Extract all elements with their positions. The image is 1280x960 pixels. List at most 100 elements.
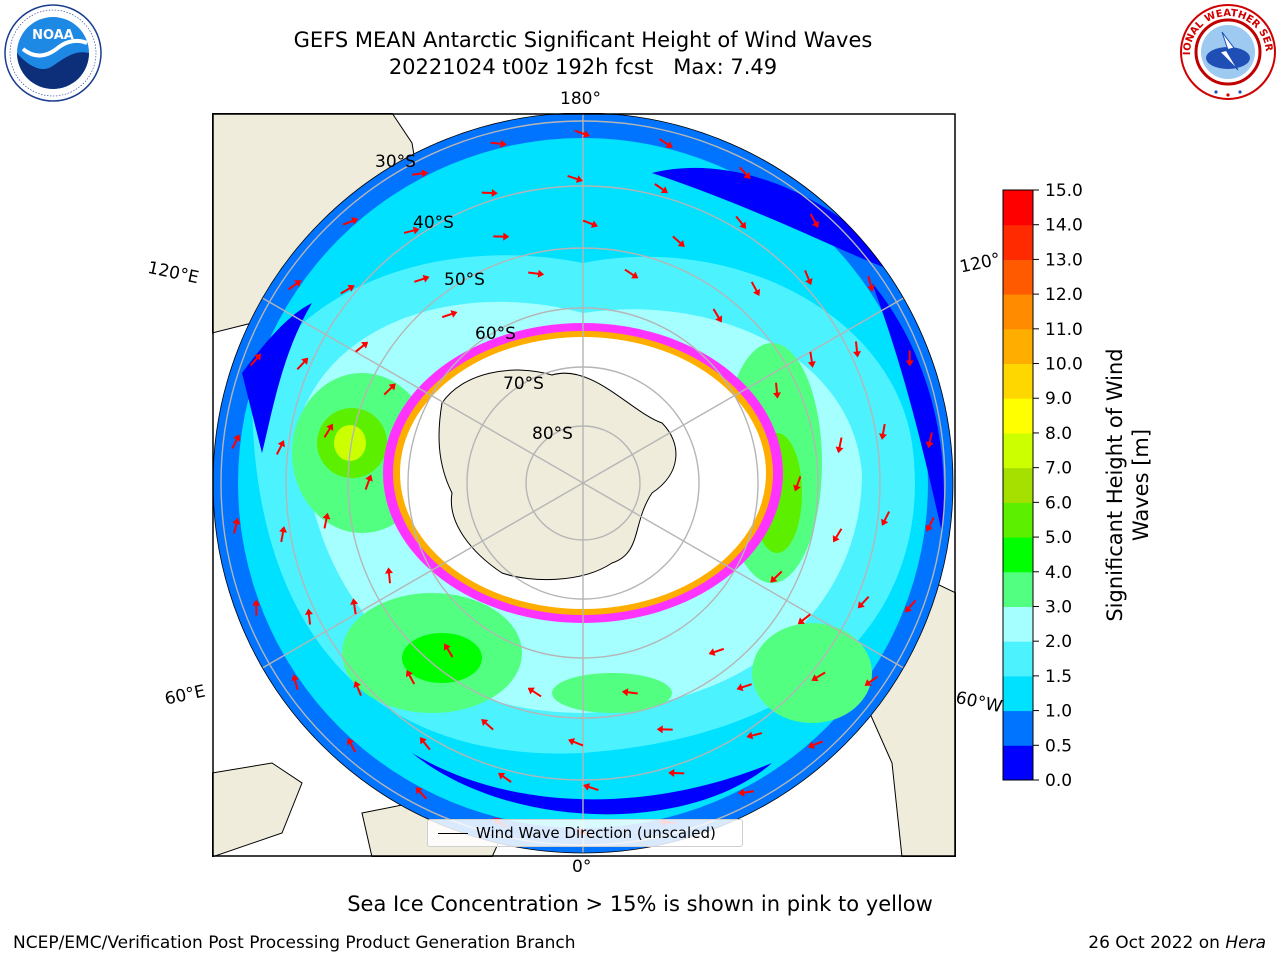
- wave-direction-arrow: [481, 719, 494, 731]
- wave-direction-arrow: [340, 284, 355, 295]
- colorbar-tick-label: 1.5: [1045, 667, 1072, 687]
- wave-direction-arrow: [712, 308, 723, 323]
- colorbar-tick-label: 10.0: [1045, 355, 1083, 375]
- colorbar-segment: [1003, 537, 1033, 573]
- wave-direction-arrow: [736, 683, 752, 692]
- wave-direction-arrow: [252, 599, 261, 616]
- wave-direction-arrow: [347, 737, 357, 753]
- colorbar-tick-label: 11.0: [1045, 320, 1083, 340]
- map-legend: Wind Wave Direction (unscaled): [427, 819, 743, 847]
- wave-direction-arrow: [621, 688, 638, 697]
- wave-direction-arrow: [807, 740, 824, 749]
- wave-direction-arrow: [925, 432, 934, 449]
- colorbar-tick-label: 0.5: [1045, 736, 1072, 756]
- wave-direction-arrow: [490, 139, 507, 148]
- lon-label-120e: 120°E: [145, 258, 201, 289]
- lat-label-40s: 40°S: [413, 213, 454, 233]
- wave-direction-arrow: [793, 476, 802, 492]
- colorbar-tick-label: 15.0: [1045, 181, 1083, 201]
- wave-direction-arrow: [405, 669, 416, 685]
- lat-label-60s: 60°S: [475, 324, 516, 344]
- colorbar-tick-label: 3.0: [1045, 597, 1072, 617]
- wave-direction-arrow: [737, 788, 754, 797]
- wave-direction-arrow: [323, 423, 334, 438]
- colorbar-tick-label: 6.0: [1045, 493, 1072, 513]
- wave-direction-arrow: [583, 783, 599, 792]
- wave-direction-arrow: [864, 675, 879, 686]
- colorbar-segment: [1003, 190, 1033, 226]
- legend-line-sample: [438, 832, 468, 834]
- wave-direction-arrow: [656, 725, 673, 734]
- colorbar-segment: [1003, 606, 1033, 642]
- wave-direction-arrow: [342, 217, 359, 226]
- legend-label: Wind Wave Direction (unscaled): [476, 824, 716, 842]
- colorbar-segment: [1003, 641, 1033, 677]
- colorbar-tick-label: 1.0: [1045, 702, 1072, 722]
- wave-direction-arrow: [443, 643, 454, 658]
- wave-direction-arrow: [750, 281, 761, 297]
- lat-label-30s: 30°S: [375, 152, 416, 172]
- graticule: [213, 113, 953, 853]
- wave-direction-arrow: [624, 268, 639, 279]
- wave-direction-arrow: [568, 738, 584, 747]
- wave-direction-arrow: [322, 512, 331, 529]
- footer-credit: NCEP/EMC/Verification Post Processing Pr…: [13, 933, 576, 953]
- colorbar-segment: [1003, 467, 1033, 503]
- chart-subtitle: 20221024 t00z 192h fcst Max: 7.49: [388, 55, 778, 79]
- colorbar-tick-label: 12.0: [1045, 285, 1083, 305]
- wave-direction-arrow: [773, 382, 781, 399]
- wave-direction-arrow: [879, 423, 887, 440]
- wave-direction-arrow: [364, 474, 373, 490]
- wave-direction-arrow: [925, 516, 935, 532]
- wave-direction-arrow: [419, 737, 431, 751]
- map-frame: [212, 113, 956, 857]
- colorbar-tick-label: 9.0: [1045, 389, 1072, 409]
- colorbar-segment: [1003, 710, 1033, 746]
- nws-logo: NATIONAL WEATHER SERVICE: [1178, 2, 1276, 100]
- wave-direction-arrow: [658, 138, 673, 148]
- wave-direction-arrow: [797, 613, 811, 625]
- lat-label-70s: 70°S: [503, 374, 544, 394]
- chart-title: GEFS MEAN Antarctic Significant Height o…: [293, 28, 873, 52]
- wave-direction-arrow: [567, 174, 583, 183]
- lon-label-0: 0°: [572, 857, 592, 877]
- wave-direction-arrow: [746, 731, 763, 740]
- wave-direction-arrow: [498, 772, 512, 783]
- wave-direction-arrow: [857, 595, 870, 609]
- colorbar-label: Significant Height of Wind Waves [m]: [1103, 348, 1153, 622]
- colorbar-segment: [1003, 259, 1033, 295]
- wave-direction-arrow: [654, 183, 668, 194]
- wave-direction-arrow: [249, 353, 262, 367]
- wave-direction-arrow: [279, 526, 287, 543]
- colorbar-tick-label: 2.0: [1045, 632, 1072, 652]
- wave-direction-arrow: [668, 768, 685, 777]
- wave-direction-arrow: [735, 215, 747, 229]
- colorbar-segment: [1003, 363, 1033, 399]
- colorbar-segment: [1003, 745, 1033, 781]
- lon-label-120w: 120°: [958, 249, 1003, 278]
- footer-host: Hera: [1225, 933, 1266, 953]
- noaa-logo: NOAA: [4, 4, 102, 102]
- wave-direction-arrow: [385, 567, 393, 584]
- wave-direction-arrow: [441, 310, 458, 319]
- colorbar-tick-label: 14.0: [1045, 216, 1083, 236]
- lat-label-80s: 80°S: [532, 424, 573, 444]
- wave-direction-arrow: [305, 608, 313, 625]
- wave-direction-arrow: [905, 350, 914, 367]
- wave-direction-arrow: [414, 274, 430, 283]
- wave-direction-arrow: [832, 528, 843, 543]
- lon-label-60w: 60°W: [953, 688, 1004, 718]
- wave-direction-arrow: [481, 189, 498, 198]
- colorbar-tick-label: 4.0: [1045, 563, 1072, 583]
- wave-direction-arrow: [881, 511, 891, 526]
- wave-direction-arrow: [527, 687, 542, 698]
- colorbar-tick-label: 5.0: [1045, 528, 1072, 548]
- colorbar-segment: [1003, 675, 1033, 712]
- sea-ice-note: Sea Ice Concentration > 15% is shown in …: [347, 892, 933, 916]
- wave-direction-arrow: [904, 599, 917, 613]
- wave-direction-arrow: [275, 440, 285, 455]
- footer-date-text: 26 Oct 2022 on: [1088, 933, 1226, 953]
- colorbar: 0.0 0.5 1.0 1.5 2.0 3.0 4.0 5.0 6.0 7.0 8.0 9.0 10.0…: [1002, 181, 1083, 790]
- wave-direction-arrow: [708, 647, 725, 656]
- lon-label-60e: 60°E: [163, 681, 208, 710]
